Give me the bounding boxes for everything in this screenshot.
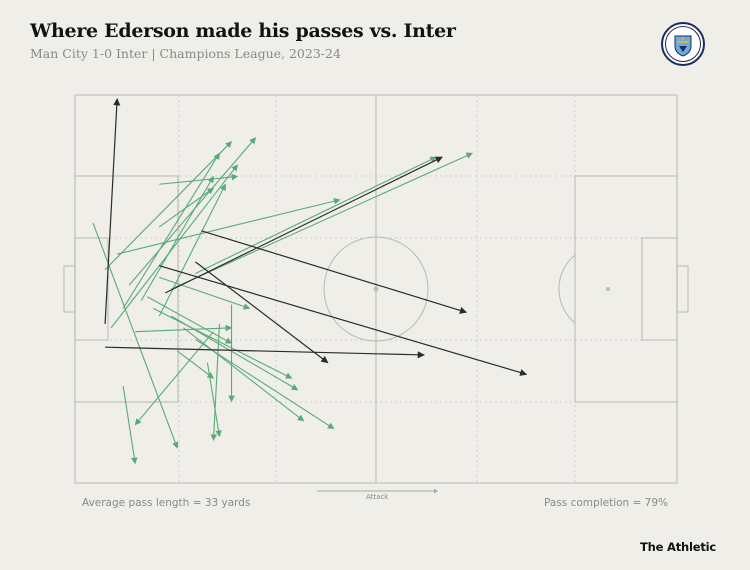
completed-pass-arrow-4	[110, 164, 238, 329]
completed-pass-arrow-3	[128, 137, 257, 286]
pass-completion: Pass completion = 79%	[544, 497, 668, 509]
incomplete-pass-arrow-5	[195, 261, 329, 364]
completed-pass-arrow-2	[122, 152, 220, 309]
incomplete-passes	[104, 98, 528, 376]
average-pass-length: Average pass length = 33 yards	[82, 497, 251, 509]
completed-pass-arrow-13	[146, 296, 233, 344]
completed-pass-arrow-12	[159, 276, 251, 310]
incomplete-pass-arrow-1	[104, 98, 121, 324]
completed-pass-arrow-7	[171, 152, 473, 290]
completed-pass-arrow-15	[171, 315, 299, 391]
attack-direction-arrow	[317, 488, 438, 494]
chart-subtitle: Man City 1-0 Inter | Champions League, 2…	[30, 46, 341, 61]
pitch-lines	[63, 94, 689, 484]
incomplete-pass-arrow-3	[201, 230, 467, 314]
incomplete-pass-arrow-6	[105, 346, 425, 359]
man-city-crest-icon	[661, 22, 705, 66]
completed-pass-arrow-23	[122, 385, 138, 465]
completed-pass-arrow-19	[210, 323, 221, 441]
completed-pass-arrow-8	[195, 156, 437, 274]
completed-pass-arrow-9	[158, 187, 214, 228]
completed-pass-arrow-6	[158, 183, 226, 317]
completed-pass-arrow-17	[195, 338, 335, 430]
completed-pass-arrow-25	[135, 324, 233, 333]
attack-direction-label: Attack	[366, 493, 389, 501]
completed-pass-arrow-10	[159, 173, 239, 185]
brand-logo-text: The Athletic	[639, 540, 716, 554]
incomplete-pass-arrow-4	[159, 265, 528, 376]
completed-pass-arrow-18	[206, 362, 222, 438]
completed-pass-arrow-24	[134, 331, 214, 426]
completed-pass-arrow-14	[153, 307, 293, 379]
completed-pass-arrow-16	[183, 327, 305, 422]
completed-pass-arrow-22	[92, 222, 179, 449]
completed-pass-arrow-1	[104, 141, 232, 270]
completed-passes	[92, 137, 473, 465]
completed-pass-arrow-20	[177, 350, 214, 379]
chart-title: Where Ederson made his passes vs. Inter	[30, 20, 456, 42]
incomplete-pass-arrow-2	[165, 156, 443, 294]
completed-pass-arrow-11	[117, 197, 341, 255]
completed-pass-arrow-5	[140, 175, 214, 301]
